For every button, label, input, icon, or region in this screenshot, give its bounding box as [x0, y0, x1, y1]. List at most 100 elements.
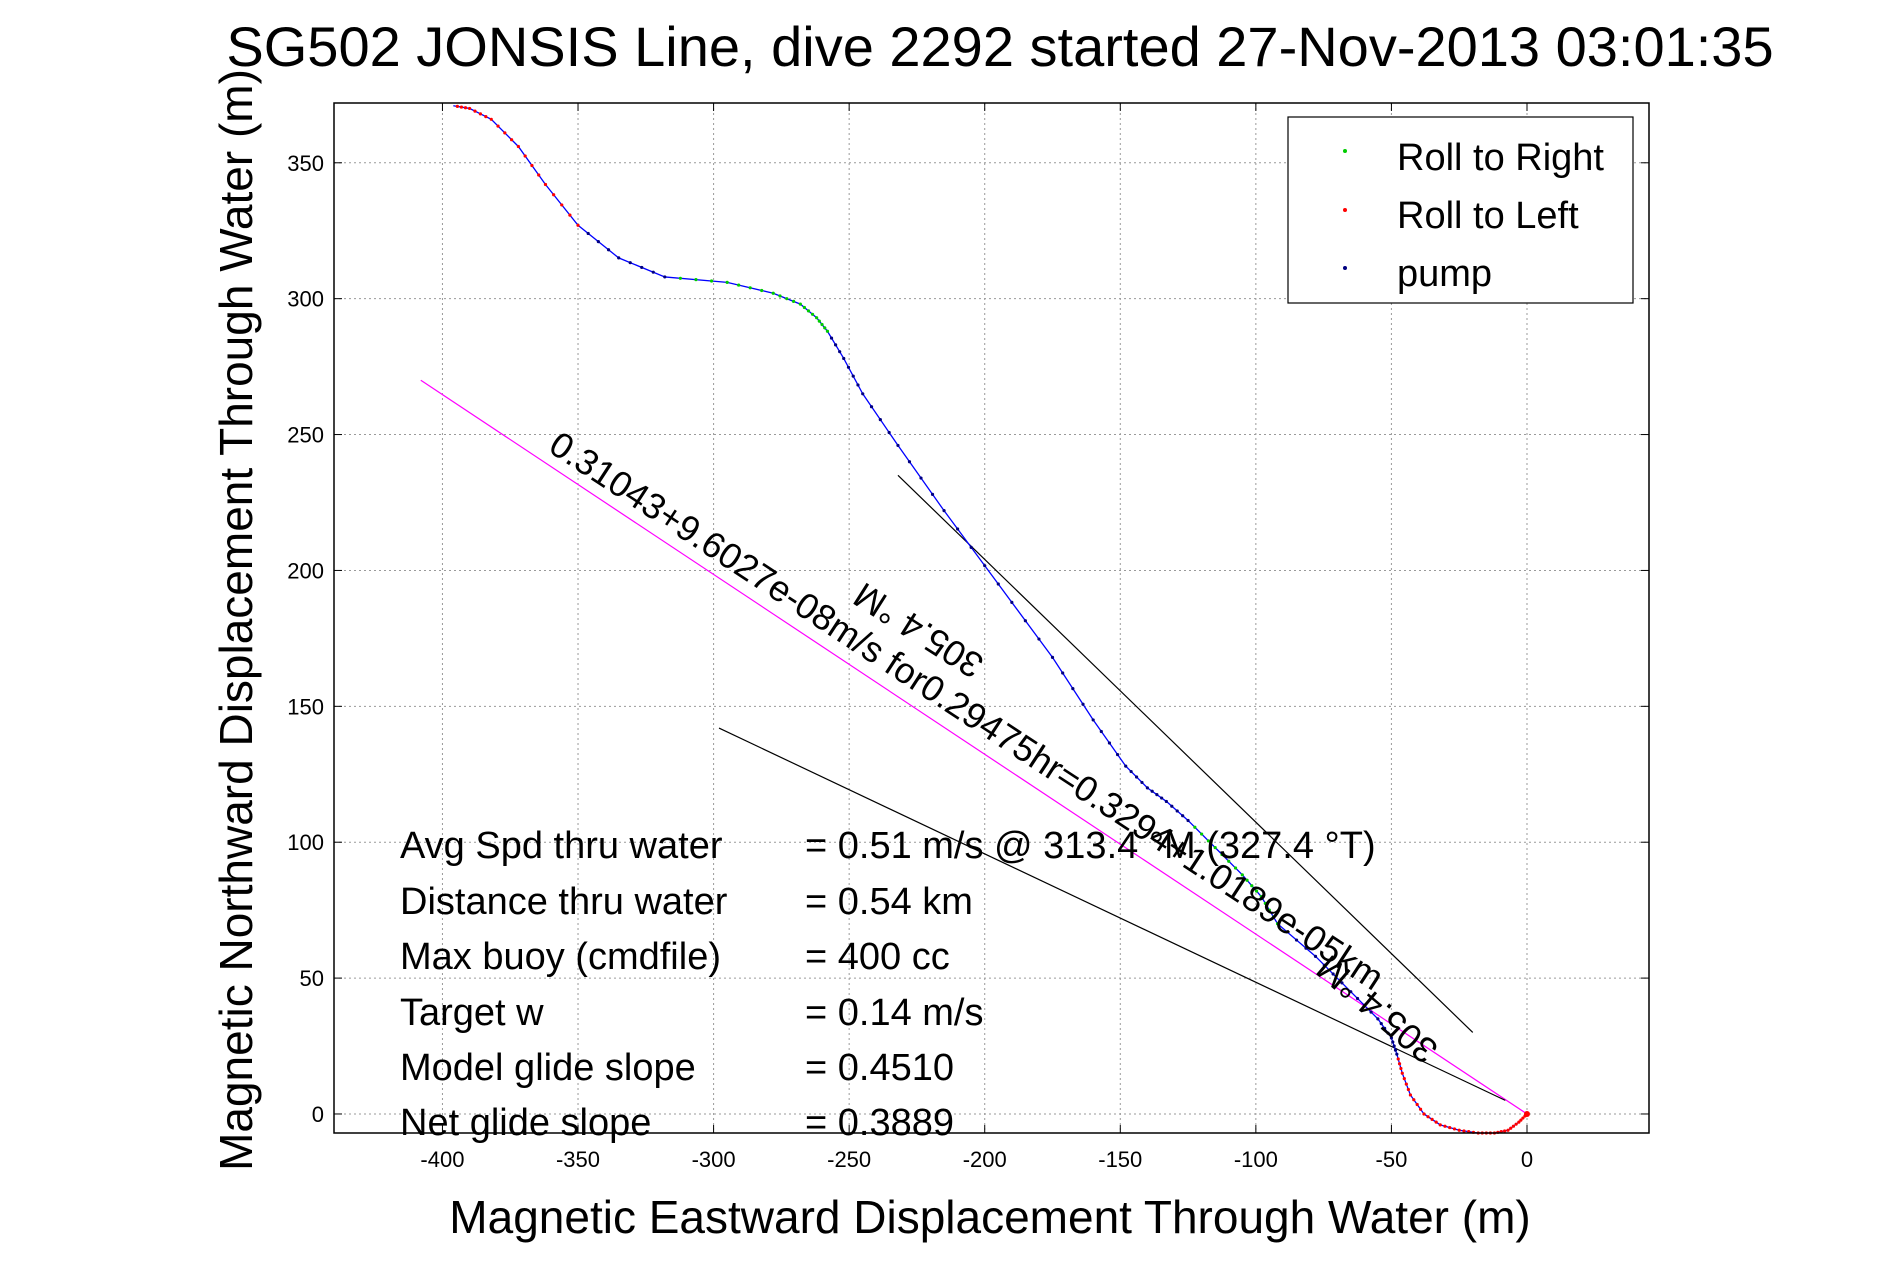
track-point [887, 430, 891, 435]
track-point [798, 302, 802, 306]
track-point [1213, 846, 1217, 850]
y-tick-label: 300 [287, 287, 324, 312]
track-point [806, 309, 811, 313]
track-point [484, 114, 488, 119]
track-point [1285, 930, 1289, 934]
track-markers [455, 104, 1530, 1135]
stats-block: Avg Spd thru water = 0.51 m/s @ 313.4 °M… [400, 825, 1376, 1144]
y-tick-label: 150 [287, 694, 324, 719]
stat-label-max-buoy: Max buoy (cmdfile) [400, 936, 721, 978]
track-point [1250, 884, 1254, 888]
track-point [1331, 972, 1335, 976]
x-tick-label: -100 [1234, 1147, 1278, 1172]
track-point [1506, 1128, 1510, 1132]
track-point [1412, 1098, 1416, 1102]
track-point [1186, 818, 1190, 823]
track-point [969, 545, 973, 549]
track-point [1099, 729, 1103, 734]
stat-value-model-glide: = 0.4510 [805, 1047, 954, 1089]
track-point [1259, 894, 1263, 899]
x-tick-label: -350 [556, 1147, 600, 1172]
track-point [463, 106, 468, 110]
track-point [1145, 786, 1150, 790]
track-point [930, 492, 935, 496]
track-point [996, 582, 1000, 586]
track-point [496, 124, 500, 128]
track-point [1396, 1057, 1400, 1061]
track-point [833, 343, 838, 347]
track-point [509, 138, 514, 142]
y-tick-label: 350 [287, 151, 324, 176]
track-point [1160, 796, 1164, 800]
track-point [1408, 1093, 1413, 1097]
track-point [1193, 825, 1197, 829]
track-point [983, 564, 987, 568]
track-point [956, 527, 960, 531]
track-point [530, 163, 534, 168]
track-point [861, 392, 865, 396]
x-tick-label: -150 [1098, 1147, 1142, 1172]
track-point [1393, 1048, 1398, 1052]
track-point [628, 261, 632, 265]
legend: Roll to Right Roll to Left pump [1287, 116, 1634, 304]
track-point [694, 278, 698, 282]
track-point [1511, 1124, 1516, 1128]
track-point [1392, 1044, 1396, 1048]
track-point [810, 312, 815, 316]
track-point [1233, 866, 1238, 870]
track-point [1124, 764, 1128, 768]
track-point [1404, 1082, 1408, 1086]
track-point [552, 193, 556, 197]
track-point [1434, 1120, 1438, 1124]
track-point [1340, 981, 1344, 985]
stat-value-net-glide: = 0.3889 [805, 1102, 954, 1144]
stat-value-target-w: = 0.14 m/s [805, 992, 983, 1034]
track-point [459, 105, 464, 109]
x-tick-label: 0 [1521, 1147, 1533, 1172]
track-point [1091, 718, 1095, 722]
track-point [1254, 889, 1259, 893]
track-point [791, 299, 796, 303]
legend-label-pump: pump [1397, 253, 1492, 295]
track-point [1071, 687, 1075, 691]
track-point [1514, 1122, 1518, 1126]
track-point [1037, 637, 1041, 641]
legend-label-roll-left: Roll to Left [1397, 195, 1579, 237]
track-point [1220, 852, 1224, 857]
heading-line [897, 474, 1474, 1033]
track-point [1426, 1115, 1430, 1119]
track-point [1399, 1066, 1403, 1071]
track-point [1023, 619, 1027, 623]
grid [334, 103, 1649, 1133]
track-point [760, 288, 764, 293]
track-point [1061, 671, 1065, 675]
stat-label-avg-speed: Avg Spd thru water [400, 825, 723, 867]
track-point [1400, 1071, 1404, 1075]
track-point [1107, 741, 1112, 745]
track-point [1383, 1026, 1387, 1030]
track-point [586, 231, 590, 236]
legend-label-roll-right: Roll to Right [1397, 137, 1604, 179]
track-point [825, 329, 830, 333]
track-point [1391, 1040, 1395, 1044]
stat-value-max-buoy: = 400 cc [805, 936, 950, 978]
track-point [1362, 1003, 1366, 1007]
track-point [651, 270, 655, 274]
track-point [856, 383, 860, 387]
track-point [678, 276, 682, 280]
track-point [878, 418, 882, 422]
track-point [778, 294, 782, 298]
track-point [1418, 1107, 1423, 1111]
track-point [663, 275, 667, 279]
stat-value-avg-speed: = 0.51 m/s @ 313.4 °M (327.4 °T) [805, 825, 1376, 867]
track-point [1010, 600, 1014, 604]
legend-marker-pump [1343, 266, 1347, 270]
stat-value-distance: = 0.54 km [805, 881, 973, 923]
track-point [1443, 1124, 1447, 1128]
track-point [1519, 1118, 1523, 1122]
track-point [1355, 996, 1360, 1001]
track-point [1200, 832, 1204, 836]
track-point [907, 460, 912, 464]
track-point [1271, 915, 1276, 919]
